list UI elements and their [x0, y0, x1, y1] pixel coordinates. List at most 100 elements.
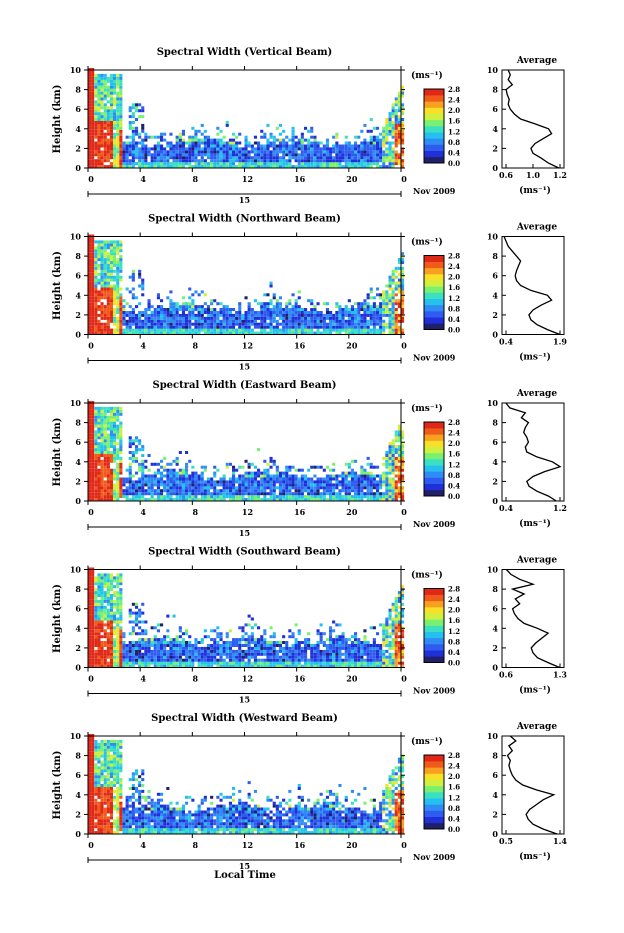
heatmap-cell [257, 495, 260, 498]
heatmap-cell [213, 142, 216, 145]
heatmap-cell [126, 162, 129, 165]
heatmap-cell [329, 483, 332, 486]
heatmap-cell [373, 480, 376, 483]
heatmap-cell [148, 320, 151, 323]
heatmap-cell [273, 326, 276, 329]
heatmap-cell [382, 156, 385, 159]
heatmap-cell [342, 478, 345, 481]
heatmap-cell [135, 650, 138, 653]
heatmap-cell [385, 489, 388, 492]
heatmap-cell [301, 162, 304, 165]
heatmap-cell [179, 647, 182, 650]
heatmap-cell [270, 486, 273, 489]
heatmap-cell [345, 486, 348, 489]
heatmap-cell [107, 638, 110, 641]
heatmap-cell [107, 95, 110, 98]
heatmap-cell [107, 305, 110, 308]
heatmap-cell [94, 240, 97, 243]
heatmap-cell [116, 478, 119, 481]
heatmap-cell [141, 109, 144, 112]
heatmap-cell [191, 305, 194, 308]
heatmap-cell [288, 329, 291, 332]
heatmap-cell [382, 492, 385, 495]
heatmap-cell [119, 603, 122, 606]
heatmap-cell [188, 647, 191, 650]
heatmap-cell [207, 153, 210, 156]
average-y-tick-label: 2 [492, 476, 498, 486]
heatmap-cell [179, 314, 182, 317]
heatmap-cell [126, 302, 129, 305]
heatmap-cell [282, 156, 285, 159]
colorbar-tick-label: 2.8 [448, 85, 460, 94]
heatmap-cell [357, 326, 360, 329]
heatmap-cell [226, 632, 229, 635]
heatmap-cell [229, 308, 232, 311]
heatmap-cell [204, 656, 207, 659]
heatmap-cell [154, 145, 157, 148]
heatmap-cell [226, 653, 229, 656]
heatmap-cell [122, 489, 125, 492]
heatmap-cell [276, 150, 279, 153]
heatmap-cell [173, 469, 176, 472]
heatmap-cell [185, 329, 188, 332]
heatmap-cell [173, 644, 176, 647]
heatmap-cell [198, 486, 201, 489]
heatmap-cell [144, 147, 147, 150]
heatmap-cell [119, 445, 122, 448]
heatmap-cell [288, 156, 291, 159]
heatmap-cell [132, 439, 135, 442]
heatmap-cell [307, 311, 310, 314]
heatmap-cell [97, 413, 100, 416]
heatmap-cell [97, 582, 100, 585]
heatmap-cell [151, 626, 154, 629]
heatmap-cell [157, 320, 160, 323]
heatmap-cell [379, 486, 382, 489]
heatmap-cell [379, 320, 382, 323]
heatmap-cell [91, 305, 94, 308]
heatmap-cell [204, 489, 207, 492]
heatmap-cell [104, 612, 107, 615]
heatmap-cell [198, 492, 201, 495]
heatmap-cell [138, 662, 141, 665]
heatmap-cell [169, 472, 172, 475]
heatmap-cell [260, 475, 263, 478]
heatmap-cell [238, 329, 241, 332]
heatmap-cell [223, 142, 226, 145]
heatmap-cell [251, 662, 254, 665]
heatmap-cell [157, 495, 160, 498]
heatmap-cell [213, 466, 216, 469]
heatmap-cell [116, 635, 119, 638]
heatmap-cell [367, 314, 370, 317]
heatmap-cell [370, 147, 373, 150]
heatmap-cell [351, 495, 354, 498]
heatmap-cell [107, 486, 110, 489]
heatmap-cell [238, 311, 241, 314]
heatmap-cell [129, 647, 132, 650]
heatmap-cell [157, 483, 160, 486]
heatmap-cell [116, 603, 119, 606]
heatmap-cell [313, 326, 316, 329]
heatmap-cell [116, 127, 119, 130]
heatmap-cell [270, 329, 273, 332]
heatmap-cell [91, 285, 94, 288]
heatmap-cell [232, 326, 235, 329]
heatmap-cell [317, 311, 320, 314]
heatmap-cell [282, 159, 285, 162]
heatmap-cell [163, 153, 166, 156]
heatmap-cell [207, 659, 210, 662]
heatmap-cell [389, 150, 392, 153]
heatmap-cell [235, 492, 238, 495]
heatmap-cell [97, 255, 100, 258]
heatmap-cell [395, 430, 398, 433]
heatmap-cell [335, 323, 338, 326]
heatmap-cell [276, 145, 279, 148]
heatmap-cell [332, 483, 335, 486]
heatmap-cell [379, 308, 382, 311]
heatmap-cell [395, 457, 398, 460]
heatmap-cell [119, 495, 122, 498]
heatmap-cell [138, 463, 141, 466]
heatmap-cell [301, 147, 304, 150]
average-x-tick-label: 1.0 [526, 170, 540, 180]
heatmap-cell [104, 635, 107, 638]
heatmap-cell [97, 638, 100, 641]
